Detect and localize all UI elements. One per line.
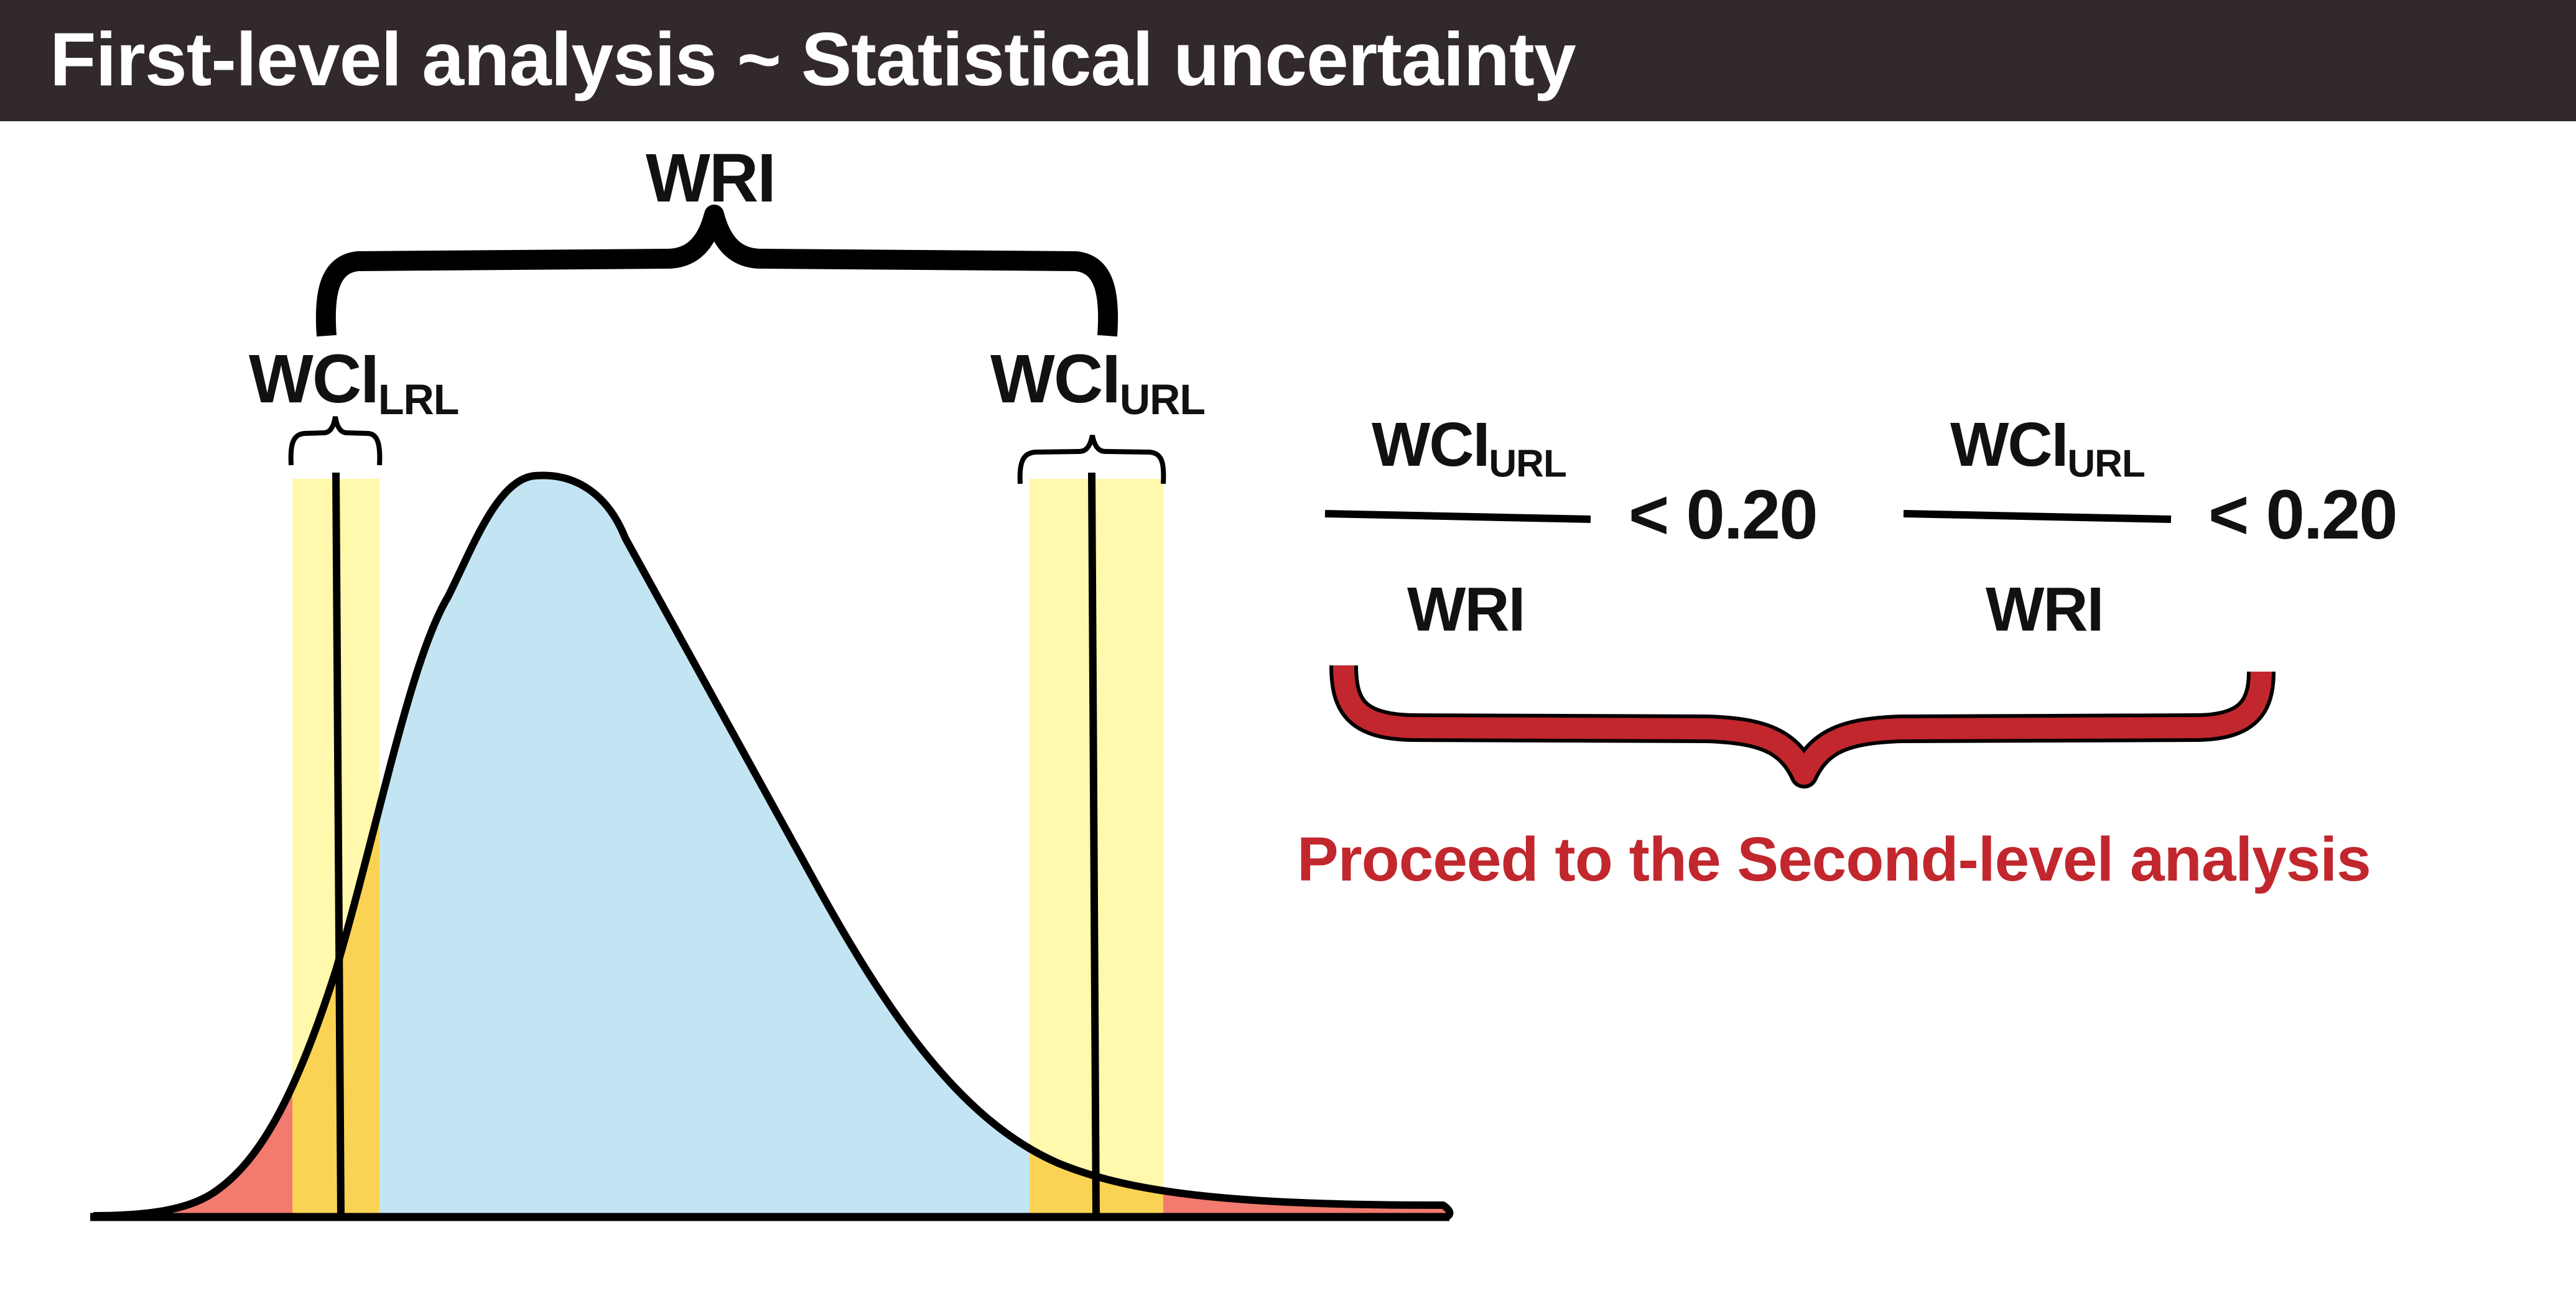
lower-limit-line bbox=[332, 472, 345, 1218]
wci-url-label: WCIURL bbox=[990, 345, 1206, 424]
ratio-1-comparison: < 0.20 bbox=[1629, 476, 1818, 553]
fraction-line-2 bbox=[1903, 510, 2172, 523]
upper-limit-line bbox=[1088, 472, 1100, 1218]
wci-lrl-brace bbox=[288, 416, 383, 466]
upper-tail-fill bbox=[1163, 475, 1449, 1216]
wri-label: WRI bbox=[646, 144, 776, 213]
ratio-2-numerator-main: WCI bbox=[1950, 410, 2068, 479]
wci-url-main-text: WCI bbox=[990, 341, 1121, 417]
lower-tail-fill bbox=[93, 475, 292, 1216]
ratio-2-numerator-subscript: URL bbox=[2067, 442, 2145, 486]
wri-label-text: WRI bbox=[646, 140, 776, 216]
distribution-curve bbox=[93, 471, 1454, 1221]
wri-brace bbox=[315, 205, 1118, 337]
title-bar: First-level analysis ~ Statistical uncer… bbox=[0, 0, 2576, 121]
ratio-2-numerator: WCIURL bbox=[1950, 414, 2146, 486]
ratio-2-comparison: < 0.20 bbox=[2208, 476, 2398, 553]
fraction-line-1 bbox=[1324, 510, 1591, 523]
wci-lrl-label: WCILRL bbox=[249, 345, 460, 424]
page-title: First-level analysis ~ Statistical uncer… bbox=[50, 17, 1576, 101]
wci-url-subscript: URL bbox=[1119, 376, 1206, 424]
wci-url-brace bbox=[1017, 435, 1166, 484]
ratio-1-denominator: WRI bbox=[1407, 575, 1525, 644]
ratio-2-denominator: WRI bbox=[1986, 575, 2104, 644]
ratio-1-numerator: WCIURL bbox=[1372, 414, 1567, 486]
conclusion-text: Proceed to the Second-level analysis bbox=[1297, 825, 2371, 894]
ratio-1-numerator-main: WCI bbox=[1372, 410, 1490, 479]
ratio-1-numerator-subscript: URL bbox=[1489, 442, 1566, 486]
wci-lrl-main-text: WCI bbox=[249, 341, 379, 417]
conclusion-brace bbox=[1333, 665, 2272, 785]
wci-lrl-subscript: LRL bbox=[378, 376, 460, 424]
